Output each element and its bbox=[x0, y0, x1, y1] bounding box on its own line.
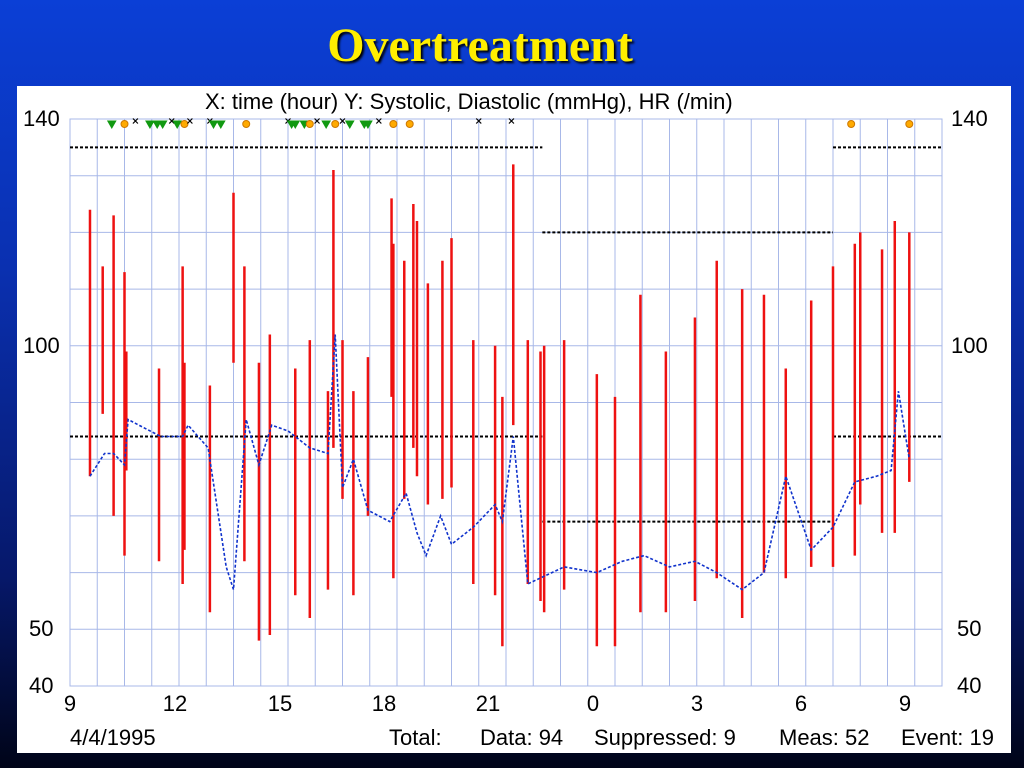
total-label: Total: bbox=[389, 725, 442, 750]
event-marker-x bbox=[314, 118, 320, 124]
chart-plot bbox=[69, 118, 943, 687]
event-marker-green bbox=[344, 120, 355, 130]
x-tick-9-next: 9 bbox=[898, 691, 912, 716]
x-tick-18: 18 bbox=[371, 691, 397, 716]
event-marker-green bbox=[363, 120, 373, 130]
event-marker-x bbox=[168, 118, 175, 124]
x-tick-12: 12 bbox=[162, 691, 188, 716]
event-count: Event: 19 bbox=[901, 725, 994, 750]
y-tick-left-140: 140 bbox=[23, 106, 60, 131]
y-tick-left-100: 100 bbox=[23, 333, 60, 358]
meas-count: Meas: 52 bbox=[779, 725, 870, 750]
event-marker-orange bbox=[120, 120, 129, 128]
chart-header: X: time (hour) Y: Systolic, Diastolic (m… bbox=[205, 89, 733, 114]
heart-rate-line bbox=[89, 334, 911, 591]
event-marker-orange bbox=[405, 120, 414, 128]
y-tick-right-50: 50 bbox=[957, 616, 982, 641]
x-tick-3: 3 bbox=[690, 691, 704, 716]
event-marker-green bbox=[290, 120, 301, 130]
y-tick-right-140: 140 bbox=[951, 106, 988, 131]
event-marker-green bbox=[208, 120, 219, 130]
event-marker-green bbox=[172, 120, 183, 130]
x-tick-6: 6 bbox=[794, 691, 808, 716]
bp-bars bbox=[88, 164, 911, 647]
event-marker-orange bbox=[305, 120, 314, 128]
plot-border bbox=[69, 118, 943, 687]
event-marker-x bbox=[186, 118, 193, 124]
heart-rate-series bbox=[89, 334, 911, 591]
x-tick-15: 15 bbox=[267, 691, 293, 716]
event-marker-orange bbox=[905, 120, 914, 128]
y-tick-left-40: 40 bbox=[29, 673, 54, 698]
event-marker-x bbox=[339, 118, 346, 124]
event-marker-x bbox=[508, 118, 515, 124]
chart-panel: X: time (hour) Y: Systolic, Diastolic (m… bbox=[17, 86, 1011, 753]
slide-title: Overtreatment bbox=[327, 19, 633, 72]
event-marker-orange bbox=[331, 120, 340, 128]
grid bbox=[69, 118, 943, 687]
x-tick-0: 0 bbox=[586, 691, 600, 716]
event-markers bbox=[106, 118, 914, 130]
event-marker-green bbox=[215, 120, 226, 130]
suppressed-count: Suppressed: 9 bbox=[594, 725, 736, 750]
event-marker-orange bbox=[847, 120, 856, 128]
event-marker-x bbox=[375, 118, 382, 124]
y-tick-right-100: 100 bbox=[951, 333, 988, 358]
event-marker-orange bbox=[180, 120, 189, 128]
event-marker-orange bbox=[242, 120, 251, 128]
x-tick-9: 9 bbox=[63, 691, 77, 716]
event-marker-x bbox=[132, 118, 139, 124]
x-tick-21: 21 bbox=[475, 691, 501, 716]
event-marker-green bbox=[157, 120, 168, 130]
data-count: Data: 94 bbox=[480, 725, 564, 750]
event-marker-x bbox=[475, 118, 482, 124]
y-tick-left-50: 50 bbox=[29, 616, 54, 641]
event-marker-orange bbox=[389, 120, 398, 128]
event-marker-green bbox=[145, 120, 155, 130]
event-marker-green bbox=[321, 120, 332, 130]
record-date: 4/4/1995 bbox=[70, 725, 156, 750]
event-marker-green bbox=[106, 120, 117, 130]
y-tick-right-40: 40 bbox=[957, 673, 982, 698]
